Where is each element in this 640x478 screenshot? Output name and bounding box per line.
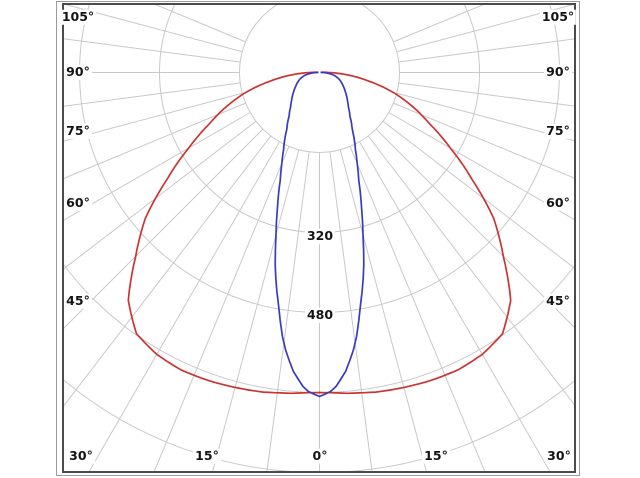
chart-frame [62,3,576,473]
angle-label-bottom-4-30: 30° [545,447,573,464]
grid-spoke--30 [88,141,280,472]
grid-spoke-60 [388,112,575,221]
grid-spoke-45 [375,128,575,329]
angle-label-left-75: 75° [64,122,92,139]
angle-label-bottom-0-30: 30° [67,447,95,464]
grid-spoke--7.5 [266,151,310,472]
ring-label-320: 320 [304,227,336,244]
ring-label-480: 480 [304,306,336,323]
angle-label-left-60: 60° [64,194,92,211]
angle-label-left-105: 105° [59,8,97,25]
grid-spoke-105 [396,4,575,53]
angle-label-bottom-1-15: 15° [193,447,221,464]
angle-label-bottom-3-15: 15° [422,447,450,464]
grid-spoke--45 [63,128,264,330]
curves [127,71,512,398]
grid-ring-160 [239,4,400,153]
grid-spoke-75 [396,92,575,142]
grid-spoke--105 [63,4,243,53]
grid-spoke-112.5 [393,4,485,43]
grid-spoke-97.5 [398,38,575,63]
grid-spoke-22.5 [349,146,486,472]
angle-label-right-45: 45° [544,292,572,309]
grid-spoke--75 [63,92,243,142]
grid-spoke--112.5 [154,4,246,43]
angle-label-right-90: 90° [544,63,572,80]
angle-label-right-105: 105° [539,8,577,25]
angle-label-right-60: 60° [544,194,572,211]
red-curve [127,71,512,395]
blue-curve [274,71,365,398]
angle-label-left-45: 45° [64,292,92,309]
grid-spoke-7.5 [329,151,373,472]
grid-spoke-52.5 [382,120,575,269]
grid-spoke-67.5 [393,102,575,179]
grid-spoke--60 [63,112,251,221]
grid-spoke-30 [359,141,551,472]
grid-spoke--37.5 [63,135,272,407]
angle-label-left-90: 90° [64,63,92,80]
angle-label-bottom-2-0: 0° [310,447,330,464]
grid-spoke-82.5 [398,82,575,107]
angle-label-right-75: 75° [544,122,572,139]
grid-spoke-37.5 [367,135,575,406]
grid-spoke--97.5 [63,38,241,63]
grid-spoke--52.5 [63,120,257,270]
grid-spoke--67.5 [63,102,246,180]
grid-spoke--82.5 [63,82,241,107]
grid-spoke--22.5 [153,146,290,472]
